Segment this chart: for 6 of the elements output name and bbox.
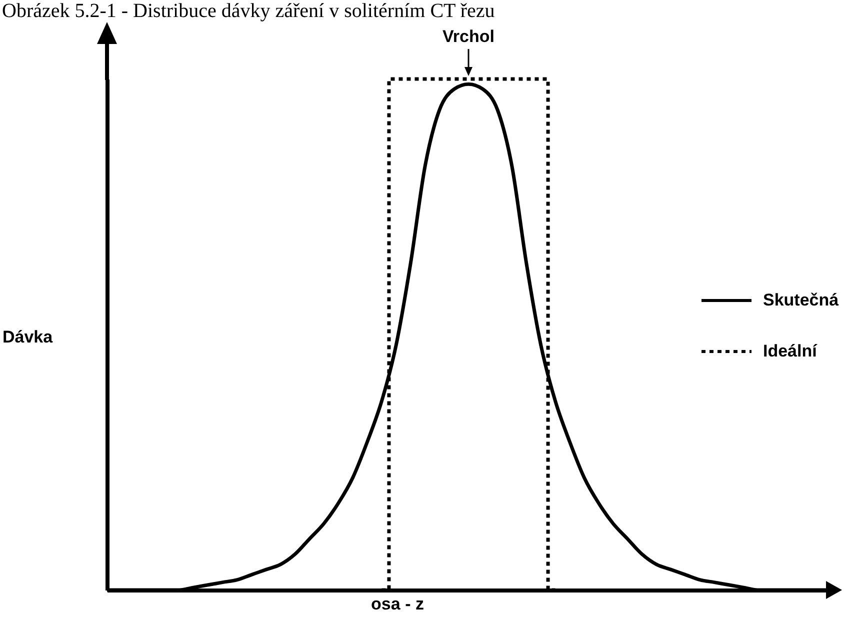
- x-axis-title: osa - z: [371, 594, 424, 614]
- y-axis-title: Dávka: [2, 328, 54, 346]
- text: Vrchol: [442, 27, 494, 46]
- chart-title: Obrázek 5.2-1 - Distribuce dávky záření v solitérním CT řezu: [2, 0, 495, 23]
- legend-label: Skutečná: [763, 290, 840, 310]
- legend-label: Ideální: [763, 342, 818, 360]
